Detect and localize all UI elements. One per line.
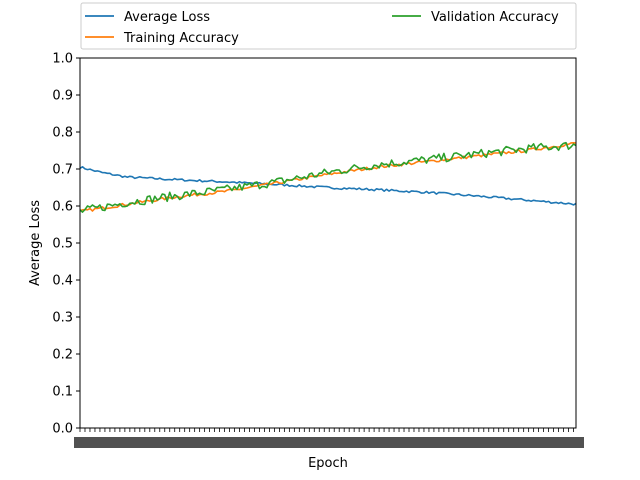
legend: Average Loss Training Accuracy Validation … <box>80 2 577 50</box>
y-axis-title: Average Loss <box>28 200 43 286</box>
y-tick-label: 0.0 <box>52 422 73 437</box>
series-line-average-loss <box>79 166 577 206</box>
y-tick-label: 0.9 <box>52 89 73 104</box>
y-tick-label: 0.6 <box>52 200 73 215</box>
plot-area <box>79 57 577 429</box>
y-tick-label: 0.1 <box>52 385 73 400</box>
x-axis-title: Epoch <box>308 456 348 471</box>
y-tick-label: 0.8 <box>52 126 73 141</box>
series-layer <box>79 141 577 213</box>
legend-label: Validation Accuracy <box>431 10 559 25</box>
y-tick-label: 1.0 <box>52 52 73 67</box>
y-tick-label: 0.2 <box>52 348 73 363</box>
y-tick-label: 0.5 <box>52 237 73 252</box>
x-tick-labels-overlap <box>74 437 584 448</box>
y-tick-label: 0.3 <box>52 311 73 326</box>
y-tick-label: 0.4 <box>52 274 73 289</box>
y-axis: 0.0 0.1 0.2 0.3 0.4 0.5 0.6 0.7 0.8 0.9 1.0 <box>52 52 80 437</box>
legend-label: Average Loss <box>124 10 210 25</box>
legend-label: Training Accuracy <box>123 31 239 46</box>
series-line-validation-accuracy <box>79 141 577 213</box>
x-axis <box>74 428 584 448</box>
legend-frame <box>80 2 577 50</box>
y-tick-label: 0.7 <box>52 163 73 178</box>
